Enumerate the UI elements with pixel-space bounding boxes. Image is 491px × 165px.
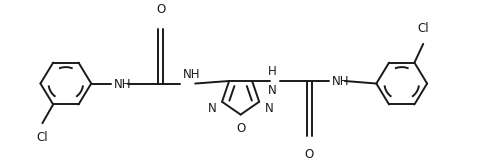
Text: H: H <box>268 65 276 78</box>
Text: O: O <box>304 148 314 161</box>
Text: Cl: Cl <box>37 131 48 144</box>
Text: O: O <box>236 122 245 135</box>
Text: NH: NH <box>114 78 132 91</box>
Text: Cl: Cl <box>417 21 429 34</box>
Text: N: N <box>265 101 273 115</box>
Text: NH: NH <box>183 68 200 81</box>
Text: N: N <box>208 101 217 115</box>
Text: O: O <box>156 3 165 16</box>
Text: NH: NH <box>332 75 349 88</box>
Text: N: N <box>268 84 276 97</box>
